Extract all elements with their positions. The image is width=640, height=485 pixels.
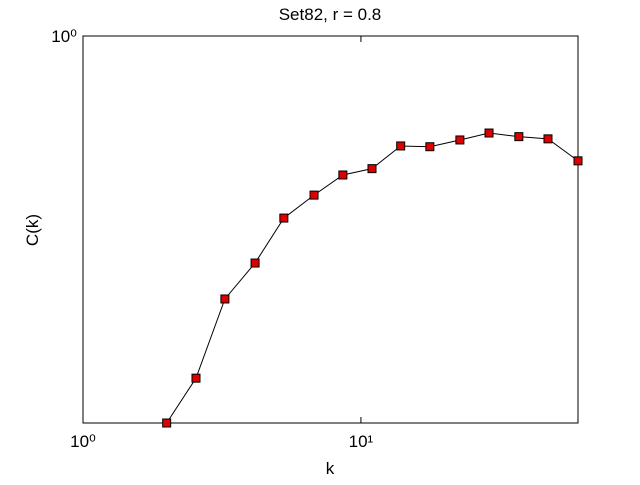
data-point — [191, 373, 201, 383]
chart-title: Set82, r = 0.8 — [279, 5, 382, 24]
data-point — [543, 134, 553, 144]
data-point — [484, 128, 494, 138]
data-point — [338, 170, 348, 180]
data-point — [514, 132, 524, 142]
data-point — [279, 213, 289, 223]
plot-frame — [82, 35, 579, 424]
data-point — [162, 418, 172, 428]
data-point — [250, 258, 260, 268]
data-point — [309, 190, 319, 200]
x-tick-label: 10⁰ — [70, 432, 96, 451]
data-point — [573, 156, 583, 166]
y-tick-label: 10⁰ — [51, 27, 77, 46]
x-axis-label: k — [326, 459, 335, 478]
y-axis-label: C(k) — [23, 214, 42, 246]
x-tick-label: 10¹ — [349, 432, 374, 451]
data-point — [396, 141, 406, 151]
data-point — [220, 294, 230, 304]
data-point — [425, 142, 435, 152]
data-point — [367, 164, 377, 174]
data-point — [455, 135, 465, 145]
